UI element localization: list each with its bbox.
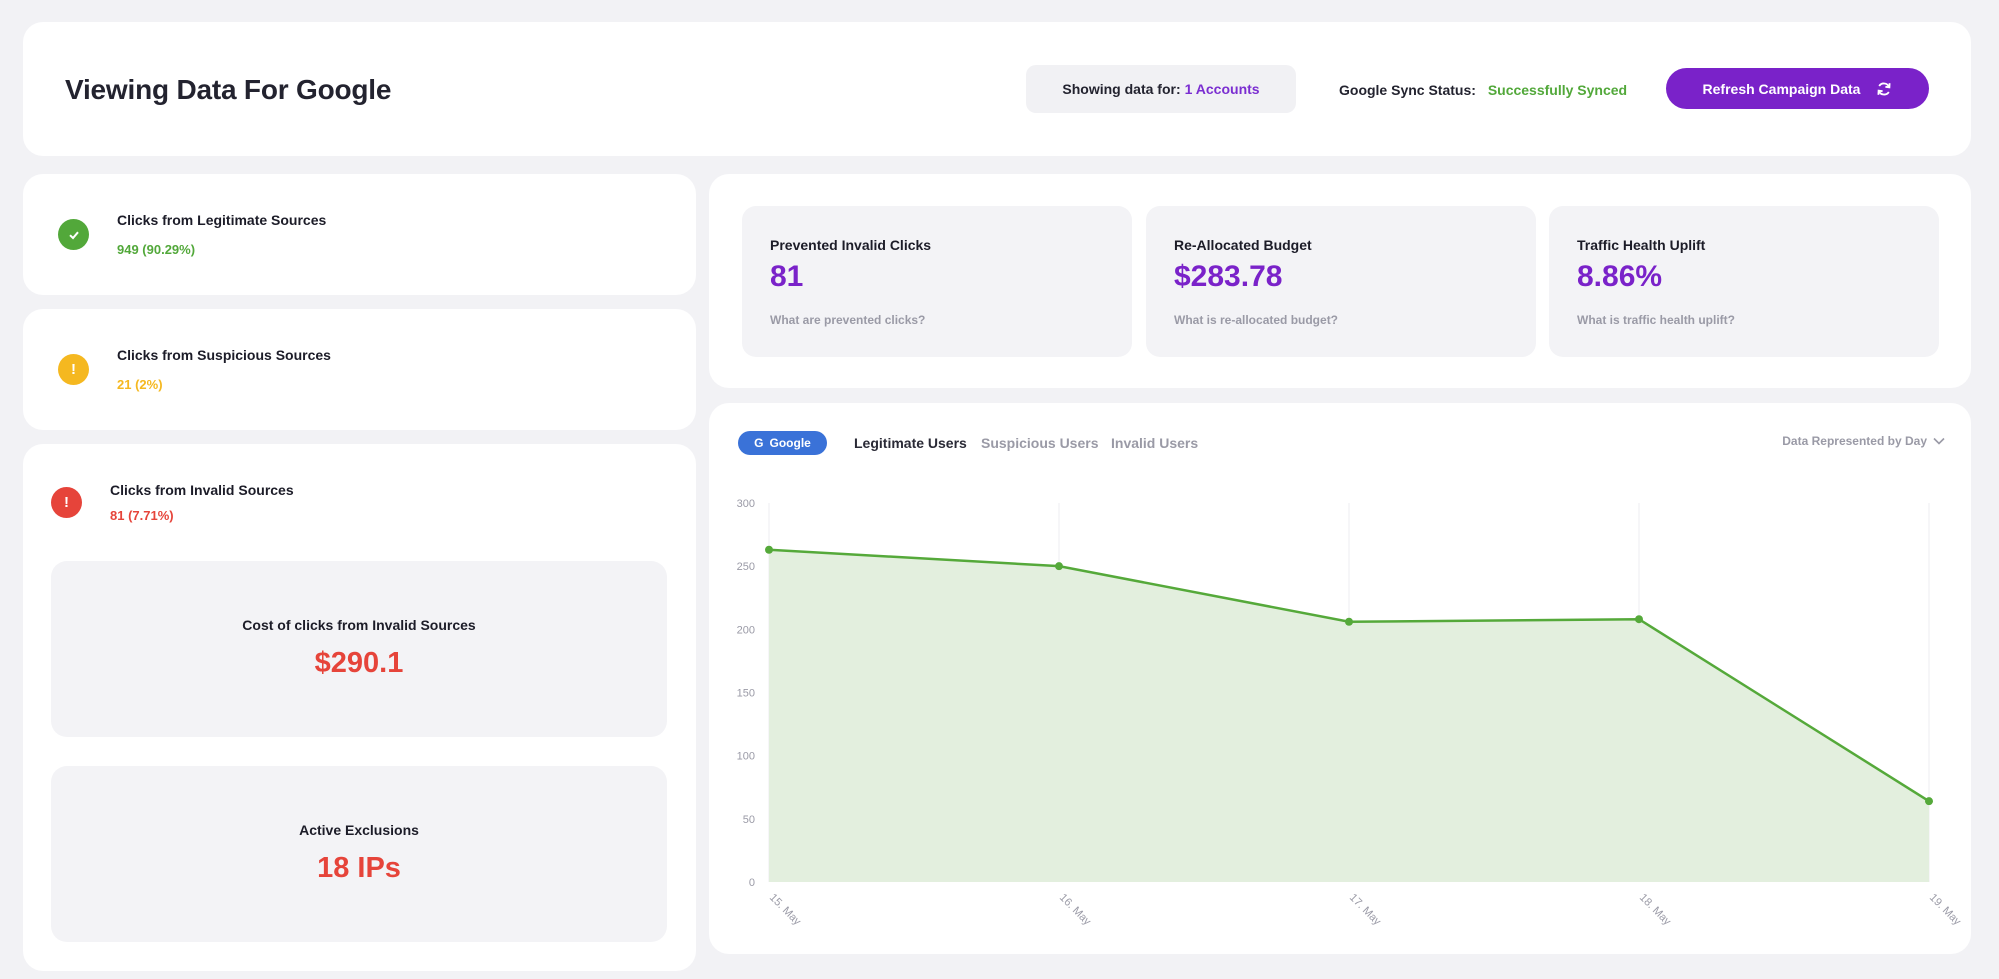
refresh-campaign-button[interactable]: Refresh Campaign Data xyxy=(1666,68,1929,109)
kpi-prevented-clicks: Prevented Invalid Clicks 81 What are pre… xyxy=(742,206,1132,357)
invalid-cost-value: $290.1 xyxy=(314,647,404,679)
kpi-help-link[interactable]: What are prevented clicks? xyxy=(770,313,926,327)
sync-status: Google Sync Status: Successfully Synced xyxy=(1339,82,1627,98)
alert-icon: ! xyxy=(51,487,82,518)
kpi-title: Traffic Health Uplift xyxy=(1577,237,1706,253)
active-exclusions-value: 18 IPs xyxy=(317,852,401,884)
chevron-down-icon xyxy=(1933,437,1945,445)
y-tick-label: 0 xyxy=(749,877,755,889)
kpi-card: Prevented Invalid Clicks 81 What are pre… xyxy=(709,174,1971,388)
y-tick-label: 200 xyxy=(737,624,755,636)
google-icon: G xyxy=(754,436,764,450)
kpi-traffic-health: Traffic Health Uplift 8.86% What is traf… xyxy=(1549,206,1939,357)
warning-icon: ! xyxy=(58,354,89,385)
invalid-cost-box: Cost of clicks from Invalid Sources $290… xyxy=(51,561,667,737)
sync-status-value: Successfully Synced xyxy=(1487,82,1628,98)
legitimate-sources-title: Clicks from Legitimate Sources xyxy=(117,212,327,228)
kpi-help-link[interactable]: What is re-allocated budget? xyxy=(1174,313,1339,327)
x-tick-label: 19. May xyxy=(1927,892,1964,929)
y-tick-label: 250 xyxy=(737,561,755,573)
legitimate-sources-value: 949 (90.29%) xyxy=(117,242,196,257)
accounts-count[interactable]: 1 Accounts xyxy=(1184,81,1260,97)
kpi-reallocated-budget: Re-Allocated Budget $283.78 What is re-a… xyxy=(1146,206,1536,357)
invalid-sources-value: 81 (7.71%) xyxy=(110,508,174,523)
y-tick-label: 100 xyxy=(737,751,755,763)
tab-invalid-users[interactable]: Invalid Users xyxy=(1111,435,1199,451)
x-tick-label: 16. May xyxy=(1057,892,1094,929)
chart-card: 0 50 100 150 200 250 300 15. May 16. May 17. May 1… xyxy=(709,403,1971,954)
data-point xyxy=(765,545,773,554)
kpi-value: $283.78 xyxy=(1174,260,1283,293)
data-point xyxy=(1635,615,1643,624)
kpi-value: 8.86% xyxy=(1577,260,1663,293)
data-point xyxy=(1925,797,1933,806)
suspicious-sources-title: Clicks from Suspicious Sources xyxy=(117,347,331,363)
invalid-sources-title: Clicks from Invalid Sources xyxy=(110,482,294,498)
kpi-value: 81 xyxy=(770,260,804,293)
data-point xyxy=(1345,617,1353,626)
suspicious-sources-card: ! Clicks from Suspicious Sources 21 (2%) xyxy=(23,309,696,430)
granularity-dropdown[interactable]: Data Represented by Day xyxy=(1782,434,1945,448)
invalid-cost-label: Cost of clicks from Invalid Sources xyxy=(242,617,476,633)
y-tick-label: 50 xyxy=(743,814,755,826)
active-exclusions-box: Active Exclusions 18 IPs xyxy=(51,766,667,942)
platform-badge-label: Google xyxy=(769,436,811,450)
traffic-chart: 0 50 100 150 200 250 300 15. May 16. May 17. May 1… xyxy=(737,498,1964,929)
kpi-title: Prevented Invalid Clicks xyxy=(770,237,932,253)
kpi-help-link[interactable]: What is traffic health uplift? xyxy=(1577,313,1735,327)
active-exclusions-label: Active Exclusions xyxy=(299,822,419,838)
kpi-title: Re-Allocated Budget xyxy=(1174,237,1312,253)
x-tick-label: 18. May xyxy=(1637,892,1674,929)
x-tick-label: 17. May xyxy=(1347,892,1384,929)
platform-badge[interactable]: G Google xyxy=(738,431,827,455)
refresh-button-label: Refresh Campaign Data xyxy=(1702,80,1861,97)
header-card: Viewing Data For Google Showing data for… xyxy=(23,22,1971,156)
y-tick-label: 150 xyxy=(737,688,755,700)
refresh-icon xyxy=(1877,82,1891,95)
x-tick-label: 15. May xyxy=(767,892,804,929)
tab-suspicious-users[interactable]: Suspicious Users xyxy=(981,435,1099,451)
y-tick-label: 300 xyxy=(737,498,755,510)
showing-label: Showing data for: xyxy=(1062,81,1181,97)
series-area xyxy=(769,549,1929,882)
granularity-label: Data Represented by Day xyxy=(1782,434,1927,448)
check-icon xyxy=(58,219,89,250)
page-title: Viewing Data For Google xyxy=(65,74,392,105)
legitimate-sources-card: Clicks from Legitimate Sources 949 (90.2… xyxy=(23,174,696,295)
invalid-sources-card: ! Clicks from Invalid Sources 81 (7.71%)… xyxy=(23,444,696,971)
account-selector[interactable]: Showing data for: 1 Accounts xyxy=(1026,65,1296,113)
data-point xyxy=(1055,562,1063,571)
sync-status-label: Google Sync Status: xyxy=(1339,82,1476,98)
suspicious-sources-value: 21 (2%) xyxy=(117,377,163,392)
tab-legitimate-users[interactable]: Legitimate Users xyxy=(854,435,967,451)
